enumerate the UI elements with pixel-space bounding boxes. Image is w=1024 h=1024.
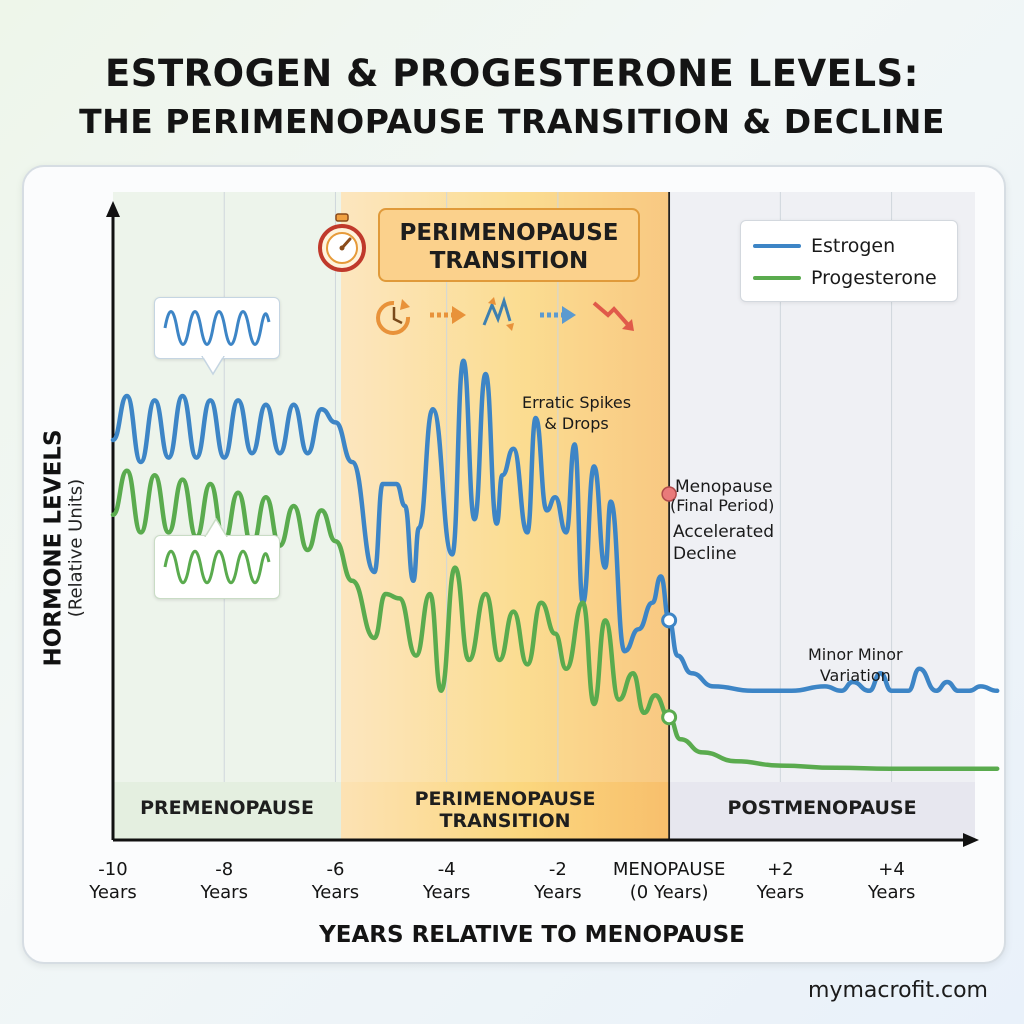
progesterone-inset-pointer [204,518,228,537]
y-axis-label: HORMONE LEVELS (Relative Units) [40,429,87,666]
legend: Estrogen Progesterone [740,220,958,302]
arrow-right-icon-2 [540,306,576,324]
phase-label-2: POSTMENOPAUSE [727,797,917,819]
phase-strip-2 [669,782,975,840]
perimenopause-banner: PERIMENOPAUSE TRANSITION [378,208,640,282]
x-tick-label: -8 Years [200,859,248,904]
annotation-menopause: Menopause [675,477,773,497]
legend-label-progesterone: Progesterone [811,267,937,289]
x-axis-label: YEARS RELATIVE TO MENOPAUSE [319,922,745,948]
phase-label-1: PERIMENOPAUSE TRANSITION [414,788,596,832]
point-marker-estrogen [661,612,678,629]
x-tick-label: +4 Years [867,859,916,904]
progesterone-wave-inset [154,535,280,599]
chart-title-line1: ESTROGEN & PROGESTERONE LEVELS: [105,52,919,95]
down-trend-icon [592,301,634,331]
legend-item-progesterone: Progesterone [753,263,937,293]
arrow-right-icon [430,306,466,324]
transition-icons-row [376,296,634,335]
x-tick-label: +2 Years [756,859,805,904]
cycle-icon [376,299,411,335]
y-axis-title: HORMONE LEVELS [40,429,67,667]
phase-strip-0 [113,782,342,840]
x-tick-label: -2 Years [534,859,582,904]
annotation-final-period: (Final Period) [670,496,775,515]
estrogen-wave-icon [163,310,271,346]
phase-label-0: PREMENOPAUSE [140,797,314,819]
x-tick-label: -6 Years [311,859,360,904]
legend-label-estrogen: Estrogen [811,235,896,257]
annotation-erratic: Erratic Spikes & Drops [522,393,632,433]
chart-title-line2: THE PERIMENOPAUSE TRANSITION & DECLINE [79,102,945,141]
phase-strip-1 [341,782,670,840]
estrogen-inset-pointer [201,356,225,376]
x-tick-label: -10 Years [89,859,137,904]
estrogen-wave-inset [154,297,280,359]
y-axis-subtitle: (Relative Units) [65,478,87,618]
phase-band-0 [113,192,342,782]
x-axis-arrow [963,833,979,847]
menopause-marker [661,486,677,502]
legend-swatch-progesterone [753,276,801,280]
legend-item-estrogen: Estrogen [753,231,895,261]
footer-credit: mymacrofit.com [808,978,988,1003]
point-marker-progesterone [661,709,678,726]
stopwatch-icon [318,213,366,272]
series-line-estrogen [110,358,1000,694]
erratic-arrows-icon [482,296,514,331]
progesterone-wave-icon [163,549,271,585]
y-axis-arrow [106,201,120,217]
x-tick-label: MENOPAUSE (0 Years) [612,859,726,904]
annotation-accelerated-decline: Accelerated Decline [673,522,774,565]
x-tick-label: -4 Years [422,859,471,904]
annotation-minor-variation: Minor Minor Variation [808,645,903,685]
legend-swatch-estrogen [753,244,801,248]
